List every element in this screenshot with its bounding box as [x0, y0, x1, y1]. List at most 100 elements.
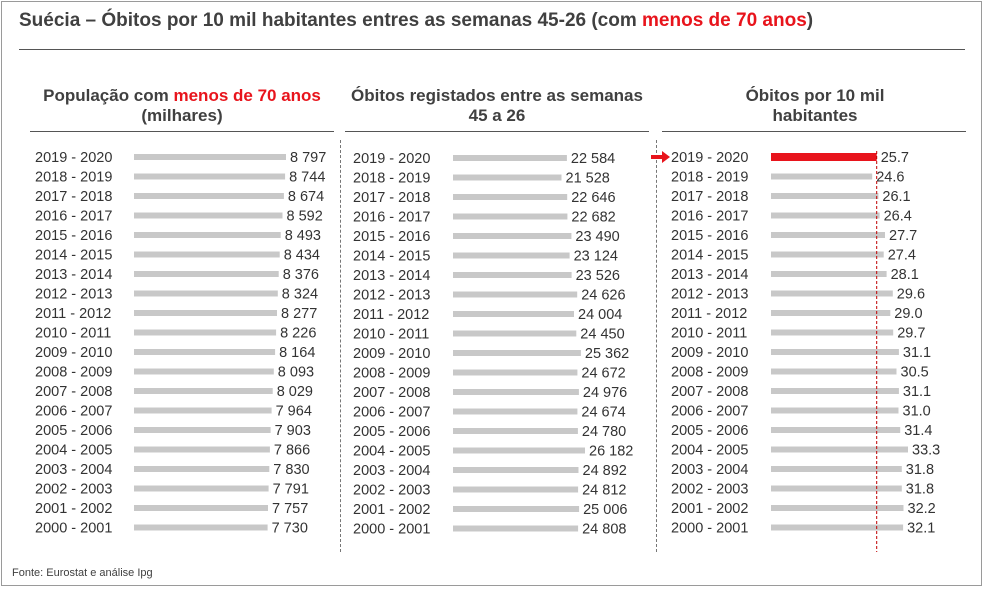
category-label: 2011 - 2012 [35, 306, 111, 322]
panel-deaths-title-text: Óbitos registados entre as semanas 45 a … [351, 86, 643, 125]
category-label: 2005 - 2006 [353, 424, 430, 440]
value-label: 7 964 [276, 404, 312, 420]
category-label: 2007 - 2008 [353, 385, 430, 401]
category-label: 2006 - 2007 [353, 405, 430, 421]
value-label: 32.2 [908, 501, 936, 517]
value-label: 31.0 [903, 404, 931, 420]
panel-population-title: População com menos de 70 anos (milhares… [30, 86, 334, 126]
category-label: 2007 - 2008 [671, 384, 748, 400]
category-label: 2012 - 2013 [35, 287, 112, 303]
panel-rate-rule [662, 131, 966, 132]
category-label: 2012 - 2013 [353, 288, 430, 304]
value-label: 28.1 [891, 267, 919, 283]
bar [134, 349, 276, 355]
value-label: 31.1 [903, 384, 931, 400]
bar [453, 525, 579, 532]
category-label: 2001 - 2002 [35, 501, 112, 517]
bar [134, 466, 270, 472]
value-label: 8 324 [282, 287, 318, 303]
category-label: 2002 - 2003 [353, 483, 430, 499]
category-label: 2002 - 2003 [671, 482, 748, 498]
category-label: 2019 - 2020 [353, 151, 430, 167]
bar [134, 232, 281, 238]
chart-rate: 2019 - 2020 25.7 2018 - 2019 24.6 2017 - 201… [651, 150, 940, 552]
category-label: 2014 - 2015 [35, 248, 112, 264]
bar [771, 232, 885, 238]
value-label: 24 672 [581, 366, 625, 382]
value-label: 27.7 [889, 228, 917, 244]
bar [771, 485, 902, 492]
value-label: 24 808 [582, 522, 626, 538]
category-label: 2018 - 2019 [353, 171, 430, 187]
panel-rate-title: Óbitos por 10 mil habitantes [740, 86, 890, 126]
bar [453, 447, 585, 454]
value-label: 25 006 [583, 502, 627, 518]
bar [134, 485, 269, 492]
value-label: 24.6 [876, 170, 904, 186]
bar [134, 212, 283, 219]
value-label: 23 490 [575, 229, 619, 245]
bar [134, 251, 280, 258]
bar [771, 271, 887, 277]
bar [771, 368, 897, 375]
category-label: 2008 - 2009 [671, 365, 748, 381]
bar [771, 173, 873, 180]
category-label: 2015 - 2016 [353, 229, 430, 245]
category-label: 2005 - 2006 [35, 423, 112, 439]
bar [453, 506, 580, 512]
bar [771, 329, 894, 336]
value-label: 24 450 [580, 327, 624, 343]
bar [771, 290, 893, 297]
value-label: 21 528 [566, 171, 610, 187]
bar [453, 330, 577, 337]
bar [771, 251, 884, 258]
bar [453, 408, 578, 415]
value-label: 26 182 [589, 444, 633, 460]
bar [134, 173, 286, 180]
category-label: 2012 - 2013 [671, 287, 748, 303]
panel-rate-title-text: Óbitos por 10 mil habitantes [745, 86, 885, 125]
value-label: 31.8 [906, 482, 934, 498]
category-label: 2014 - 2015 [353, 249, 430, 265]
category-label: 2011 - 2012 [671, 306, 747, 322]
bar [771, 349, 899, 355]
category-label: 2017 - 2018 [35, 189, 112, 205]
bar [134, 427, 271, 433]
bar [771, 427, 901, 433]
title-end: ) [806, 10, 814, 31]
value-label: 7 830 [273, 462, 309, 478]
bar [453, 486, 579, 493]
value-label: 29.0 [894, 306, 922, 322]
bar [771, 524, 904, 531]
bar [134, 290, 278, 297]
category-label: 2003 - 2004 [353, 463, 430, 479]
panel-separator-1 [340, 140, 341, 552]
category-label: 2006 - 2007 [671, 404, 748, 420]
category-label: 2004 - 2005 [353, 444, 430, 460]
category-label: 2000 - 2001 [353, 522, 430, 538]
title-highlight: menos de 70 anos [642, 10, 807, 31]
value-label: 24 626 [581, 288, 625, 304]
category-label: 2009 - 2010 [353, 346, 430, 362]
value-label: 24 780 [582, 424, 626, 440]
category-label: 2010 - 2011 [353, 327, 429, 343]
value-label: 24 812 [582, 483, 626, 499]
value-label: 7 903 [275, 423, 311, 439]
category-label: 2006 - 2007 [35, 404, 112, 420]
value-label: 29.7 [897, 326, 925, 342]
bar [134, 407, 272, 414]
panel-population-title-highlight: menos de 70 anos [173, 86, 321, 105]
panel-deaths-rule [345, 131, 649, 132]
category-label: 2010 - 2011 [35, 326, 111, 342]
value-label: 8 592 [287, 209, 323, 225]
category-label: 2018 - 2019 [671, 170, 748, 186]
bar [453, 252, 570, 259]
value-label: 26.1 [882, 189, 910, 205]
value-label: 22 646 [571, 190, 615, 206]
category-label: 2008 - 2009 [353, 366, 430, 382]
category-label: 2018 - 2019 [35, 170, 112, 186]
value-label: 31.8 [906, 462, 934, 478]
bar [453, 213, 568, 220]
category-label: 2002 - 2003 [35, 482, 112, 498]
